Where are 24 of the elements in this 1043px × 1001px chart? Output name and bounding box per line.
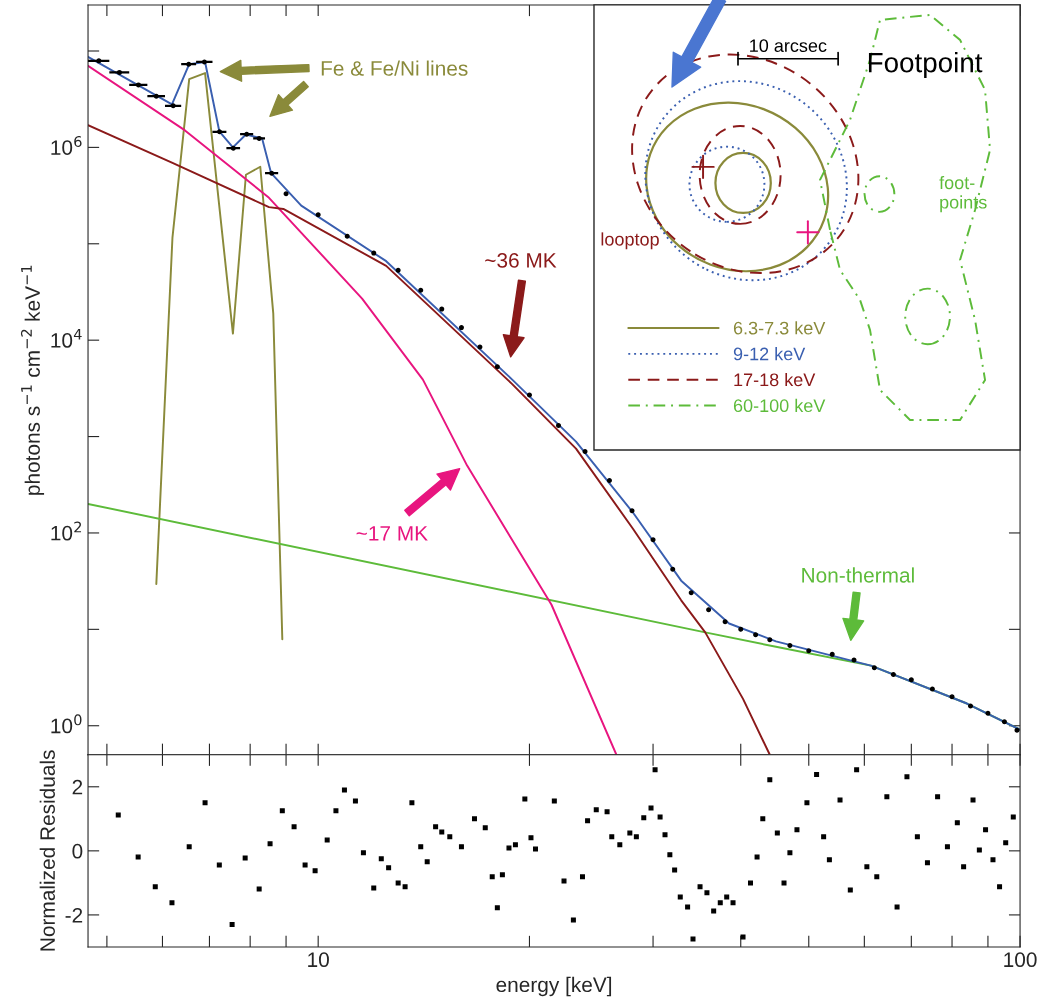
x-tick-label: 10 [308, 952, 329, 968]
annotation: ~36 MK [485, 253, 557, 268]
y-tick-label: 2 [72, 779, 83, 795]
annotation: Non-thermal [802, 567, 914, 583]
annotation: ~17 MK [356, 526, 428, 541]
y-tick-label: 10$^{0}$ [51, 714, 82, 734]
annotation: looptop [601, 232, 659, 250]
annotation: Footpoint [868, 52, 983, 78]
annotation: Fe & Fe/Ni lines [321, 60, 468, 76]
y-tick-label: 10$^{4}$ [51, 328, 82, 348]
y-tick-label: 0 [72, 843, 83, 859]
y-axis-title: photons s$^{−1}$ cm$^{−2}$ keV$^{−1}$ [20, 265, 45, 495]
x-axis-title: energy [keV] [496, 976, 612, 997]
y-axis-title: Normalized Residuals [39, 750, 55, 951]
y-tick-label: 10$^{2}$ [51, 521, 82, 541]
y-tick-label: -2 [65, 907, 83, 923]
y-tick-label: 10$^{6}$ [51, 135, 82, 155]
legend-label: 17-18 keV [734, 372, 816, 387]
legend-label: 60-100 keV [733, 398, 826, 413]
annotation: 10 arcsec [750, 39, 827, 53]
annotation: foot- points [939, 175, 987, 213]
x-tick-label: 100 [1004, 952, 1037, 968]
legend-label: 9-12 keV [733, 347, 806, 361]
legend-label: 6.3-7.3 keV [733, 321, 826, 335]
